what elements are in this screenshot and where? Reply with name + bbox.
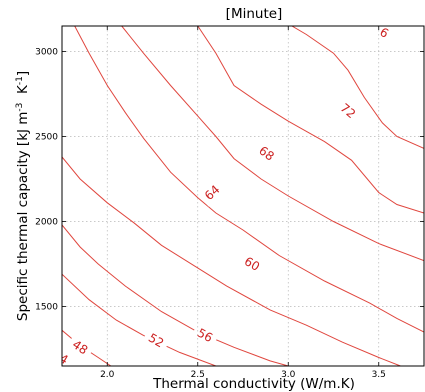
contour-line — [62, 224, 289, 366]
contour-line — [62, 156, 401, 366]
x-axis-label: Thermal conductivity (W/m.K) — [152, 376, 355, 392]
contour-line — [197, 26, 424, 214]
contour-label: 60 — [242, 254, 262, 274]
contour-line — [62, 329, 112, 366]
grid — [62, 26, 424, 366]
contour-line — [62, 357, 70, 366]
x-tick-label: 3.0 — [281, 370, 296, 380]
contour-line — [121, 26, 424, 262]
y-axis-label-mid: K — [15, 84, 31, 103]
contour-label: 52 — [146, 331, 166, 351]
y-tick-label: 1500 — [35, 303, 58, 313]
contour-level-52: 52 — [62, 273, 217, 366]
contour-lines: 448 52 56 60 64 68 72 6 — [57, 25, 424, 367]
chart-title: [Minute] — [226, 6, 283, 22]
plot-frame — [61, 25, 425, 367]
contour-label: 64 — [202, 182, 223, 203]
contour-label: 72 — [338, 101, 359, 122]
contour-label: 68 — [256, 143, 277, 163]
contour-level-60: 60 — [62, 156, 401, 366]
contour-level-48: 48 — [62, 329, 112, 366]
x-tick-label: 2.0 — [100, 370, 115, 380]
contour-level-64: 64 — [74, 26, 424, 333]
y-axis-label-end: ] — [15, 71, 31, 76]
contour-label: 4 — [57, 351, 71, 367]
y-tick-label: 2500 — [35, 133, 58, 143]
contour-level-72: 72 — [197, 26, 424, 214]
x-tick-label: 3.5 — [372, 370, 386, 380]
contour-label: 56 — [195, 326, 215, 346]
contour-level-44: 4 — [57, 351, 71, 367]
contour-line — [62, 273, 217, 366]
contour-label: 48 — [70, 337, 90, 357]
y-tick-label: 3000 — [35, 48, 58, 58]
contour-line — [74, 26, 424, 333]
y-axis-label-sup2: -1 — [15, 76, 25, 85]
y-axis-label-sup1: -3 — [15, 103, 25, 112]
axis-ticks: 2.0 2.5 3.0 3.5 1500 2000 2500 3000 — [35, 26, 424, 380]
y-axis-label-main: Specific thermal capacity [kJ m — [15, 112, 31, 322]
contour-line — [291, 26, 424, 149]
y-axis-label: Specific thermal capacity [kJ m-3 K-1] — [15, 71, 31, 321]
contour-level-56: 56 — [62, 224, 289, 366]
y-tick-label: 2000 — [35, 218, 58, 228]
contour-level-76: 6 — [291, 25, 424, 149]
x-tick-label: 2.5 — [191, 370, 205, 380]
contour-label: 6 — [377, 25, 391, 41]
